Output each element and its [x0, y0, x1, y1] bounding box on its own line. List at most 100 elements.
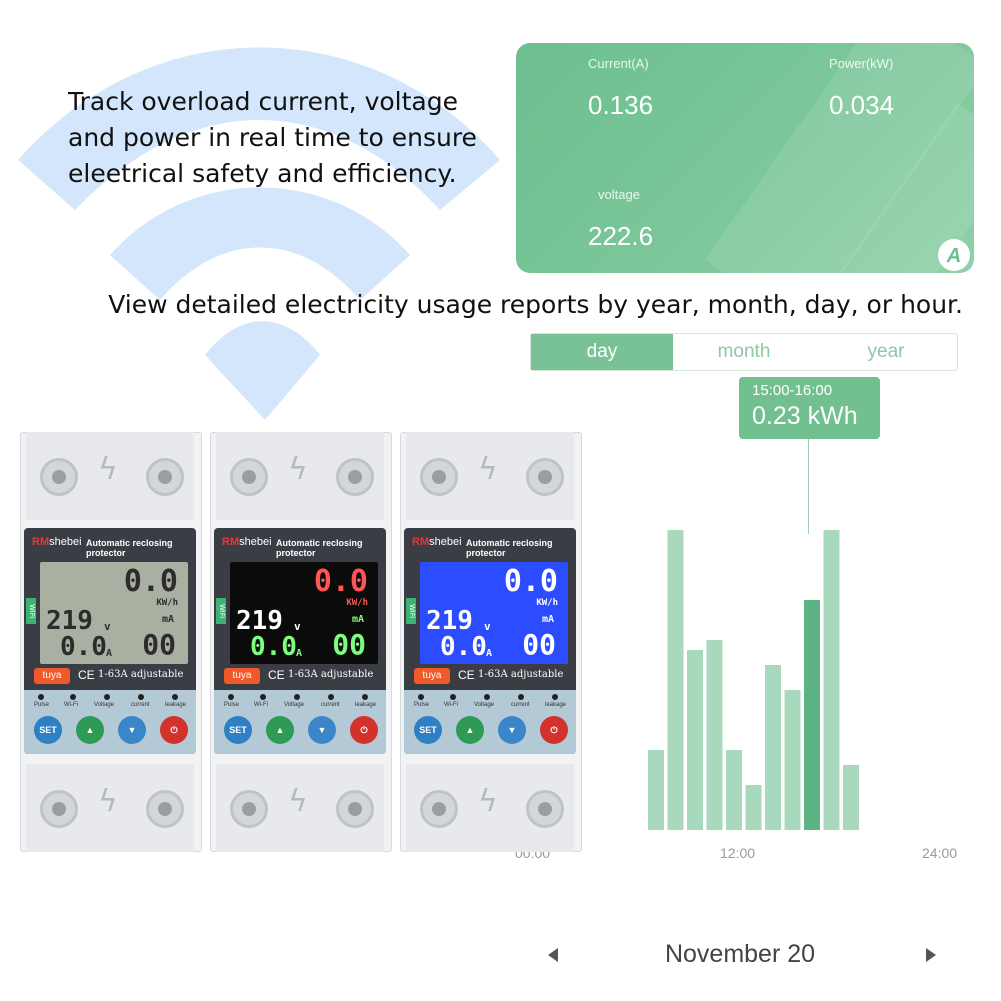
led-label: Pulse: [224, 702, 240, 708]
chart-bar[interactable]: [687, 650, 703, 830]
headline-text: Track overload current, voltage and powe…: [68, 87, 477, 188]
chart-tooltip: 15:00-16:00 0.23 kWh: [739, 377, 880, 439]
device-top-terminal: ϟ: [216, 432, 384, 520]
chart-bar[interactable]: [784, 690, 801, 830]
led-label: Voltage: [284, 702, 305, 708]
chart-bar[interactable]: [804, 600, 820, 830]
wifi-tag: WiFi: [216, 598, 226, 624]
set-button[interactable]: SET: [34, 716, 62, 744]
device-rating: 1-63A adjustable: [478, 669, 564, 680]
chart-bar[interactable]: [706, 640, 723, 830]
lcd-leakage-unit: mA: [351, 614, 364, 625]
tooltip-value: 0.23 kWh: [752, 402, 858, 430]
next-day-arrow-icon[interactable]: [926, 948, 936, 962]
up-button[interactable]: ▲: [266, 716, 294, 744]
power-button[interactable]: ⏻: [350, 716, 378, 744]
set-button[interactable]: SET: [414, 716, 442, 744]
subheadline-text: View detailed electricity usage reports …: [108, 290, 963, 319]
up-button[interactable]: ▲: [76, 716, 104, 744]
tab-year[interactable]: year: [867, 341, 905, 362]
pulse-led: [38, 694, 44, 700]
chart-bar[interactable]: [765, 665, 781, 830]
protector-device-2: ϟ RMshebei Automatic reclosing protector…: [210, 432, 392, 852]
lcd-leakage-value: 00: [332, 628, 366, 661]
leakage-led: [552, 694, 558, 700]
lcd-current-unit: A: [486, 648, 493, 659]
led-label: leakage: [355, 702, 377, 708]
led-label: Voltage: [474, 702, 495, 708]
up-button[interactable]: ▲: [456, 716, 484, 744]
date-label: November 20: [664, 940, 816, 968]
lcd-energy-value: 0.0: [123, 564, 178, 599]
screw-icon: [526, 790, 564, 828]
power-button[interactable]: ⏻: [540, 716, 568, 744]
screw-icon: [420, 790, 458, 828]
down-button[interactable]: ▼: [118, 716, 146, 744]
led-label: leakage: [545, 702, 567, 708]
led-label: Wi-Fi: [254, 702, 268, 708]
pulse-led: [228, 694, 234, 700]
screw-icon: [336, 790, 374, 828]
lcd-display: 0.0 KW/h 219 v mA 0.0 A 00: [40, 562, 188, 664]
led-label: Wi-Fi: [64, 702, 78, 708]
tuya-logo: tuya: [224, 668, 260, 684]
device-brand: RMshebei: [412, 536, 462, 548]
period-tabs: day month year: [530, 333, 958, 371]
power-label: Power(kW): [829, 56, 894, 71]
device-brand: RMshebei: [32, 536, 82, 548]
power-button[interactable]: ⏻: [160, 716, 188, 744]
control-strip: Pulse Wi-Fi Voltage current leakage SET …: [404, 690, 576, 754]
lcd-current-unit: A: [296, 648, 303, 659]
device-title: Automatic reclosing protector: [86, 538, 173, 558]
leakage-led: [172, 694, 178, 700]
chart-bar[interactable]: [726, 750, 742, 830]
led-label: current: [131, 702, 150, 708]
device-brand: RMshebei: [222, 536, 272, 548]
lcd-current-value: 0.0: [60, 632, 107, 662]
voltage-led: [104, 694, 110, 700]
bolt-icon: ϟ: [98, 784, 118, 819]
led-label: Wi-Fi: [444, 702, 458, 708]
current-value: 0.136: [588, 90, 654, 120]
screw-icon: [230, 790, 268, 828]
bolt-icon: ϟ: [98, 452, 118, 487]
ce-mark: CE: [78, 668, 95, 682]
metrics-card: Current(A) 0.136 Power(kW) 0.034 voltage…: [516, 43, 974, 273]
device-top-terminal: ϟ: [26, 432, 194, 520]
chart-bar[interactable]: [843, 765, 859, 830]
date-navigator: November 20: [540, 938, 960, 974]
leakage-led: [362, 694, 368, 700]
bolt-icon: ϟ: [478, 452, 498, 487]
previous-day-arrow-icon[interactable]: [548, 948, 558, 962]
chart-bar[interactable]: [648, 750, 664, 830]
current-label: Current(A): [588, 56, 649, 71]
down-button[interactable]: ▼: [308, 716, 336, 744]
chart-bar[interactable]: [745, 785, 762, 830]
chart-bar[interactable]: [823, 530, 840, 830]
led-label: Pulse: [34, 702, 50, 708]
tab-day[interactable]: day: [531, 334, 673, 370]
lcd-current-value: 0.0: [440, 632, 487, 662]
tuya-logo: tuya: [34, 668, 70, 684]
led-label: Voltage: [94, 702, 115, 708]
current-led: [518, 694, 524, 700]
lcd-energy-unit: KW/h: [536, 598, 558, 608]
usage-chart-svg: [648, 530, 859, 830]
bolt-icon: ϟ: [478, 784, 498, 819]
device-top-terminal: ϟ: [406, 432, 574, 520]
down-button[interactable]: ▼: [498, 716, 526, 744]
ce-mark: CE: [458, 668, 475, 682]
device-panel: RMshebei Automatic reclosing protector W…: [24, 528, 196, 754]
led-label: current: [321, 702, 340, 708]
screw-icon: [40, 790, 78, 828]
chart-bar[interactable]: [667, 530, 684, 830]
set-button[interactable]: SET: [224, 716, 252, 744]
screw-icon: [146, 790, 184, 828]
bolt-icon: ϟ: [288, 452, 308, 487]
voltage-label: voltage: [598, 187, 640, 202]
wifi-tag: WiFi: [406, 598, 416, 624]
device-rating: 1-63A adjustable: [288, 669, 374, 680]
tab-month[interactable]: month: [717, 341, 771, 362]
device-title: Automatic reclosing protector: [276, 538, 363, 558]
